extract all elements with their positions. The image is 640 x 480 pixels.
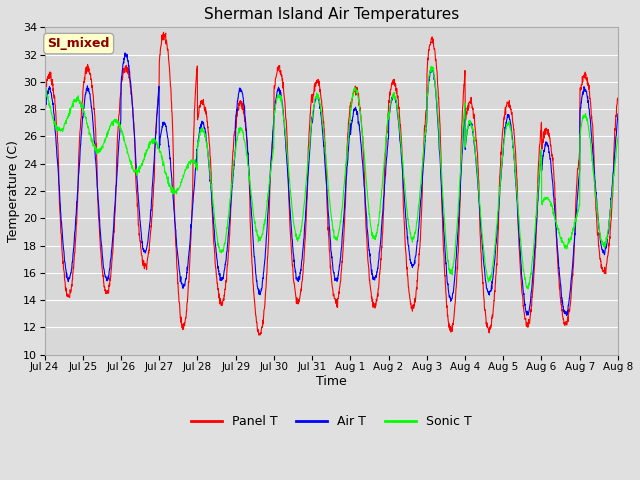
Text: SI_mixed: SI_mixed [47, 37, 110, 50]
Panel T [41, 90, 49, 96]
Sonic T [348, 99, 356, 105]
Air T [348, 117, 356, 123]
Air T [121, 50, 129, 56]
Air T [563, 312, 570, 318]
Sonic T [200, 130, 208, 135]
Sonic T [499, 159, 506, 165]
Panel T [160, 29, 168, 35]
Line: Air T: Air T [45, 53, 618, 315]
Panel T [255, 332, 263, 338]
Sonic T [360, 153, 368, 159]
Sonic T [580, 114, 588, 120]
Line: Sonic T: Sonic T [45, 66, 618, 288]
Air T [564, 309, 572, 315]
Sonic T [428, 63, 436, 69]
Sonic T [564, 241, 572, 247]
Sonic T [524, 286, 532, 291]
Panel T [564, 314, 572, 320]
Panel T [201, 108, 209, 113]
Panel T [499, 131, 506, 136]
Air T [41, 112, 49, 118]
Title: Sherman Island Air Temperatures: Sherman Island Air Temperatures [204, 7, 459, 22]
Air T [361, 187, 369, 192]
Panel T [580, 72, 588, 78]
Legend: Panel T, Air T, Sonic T: Panel T, Air T, Sonic T [186, 410, 477, 433]
Air T [499, 159, 506, 165]
Air T [614, 111, 622, 117]
Panel T [349, 97, 356, 103]
Panel T [614, 95, 622, 101]
Sonic T [41, 85, 49, 91]
Line: Panel T: Panel T [45, 32, 618, 335]
Air T [580, 87, 588, 93]
Panel T [361, 195, 369, 201]
X-axis label: Time: Time [316, 375, 347, 388]
Air T [201, 126, 209, 132]
Sonic T [614, 134, 622, 140]
Y-axis label: Temperature (C): Temperature (C) [7, 140, 20, 242]
